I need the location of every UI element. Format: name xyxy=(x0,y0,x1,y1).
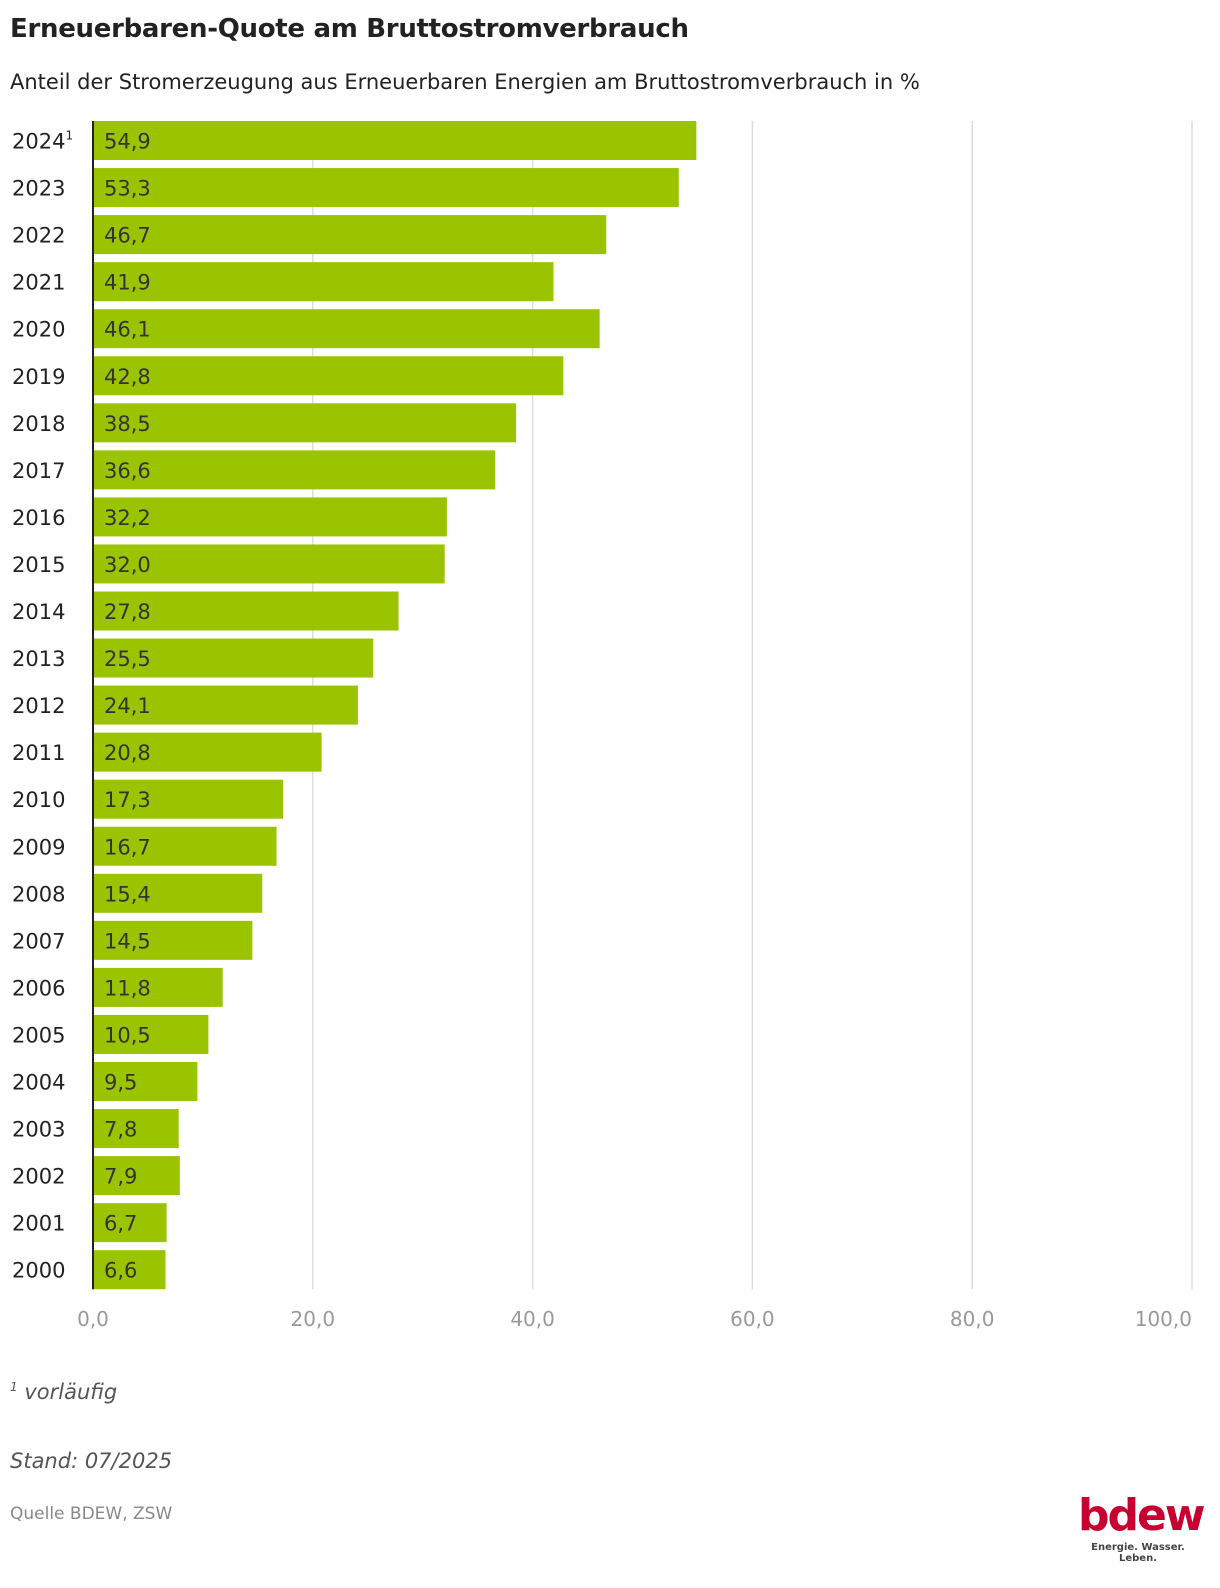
bar xyxy=(93,215,607,255)
bar-value-label: 20,8 xyxy=(104,741,151,765)
bar-value-label: 32,0 xyxy=(104,553,151,577)
bar-value-label: 54,9 xyxy=(104,130,151,154)
bar-value-label: 32,2 xyxy=(104,506,151,530)
bar xyxy=(93,1250,166,1290)
x-tick-label: 0,0 xyxy=(77,1307,109,1331)
bar-value-label: 46,1 xyxy=(104,318,151,342)
bar xyxy=(93,638,374,678)
bar xyxy=(93,262,554,302)
bar xyxy=(93,591,399,631)
y-category-label: 2022 xyxy=(12,224,65,248)
y-category-label: 2014 xyxy=(12,600,65,624)
y-category-label: 2023 xyxy=(12,177,65,201)
y-category-label: 2008 xyxy=(12,882,65,906)
bar-value-label: 25,5 xyxy=(104,647,151,671)
bar-value-label: 46,7 xyxy=(104,224,151,248)
source-note: Quelle BDEW, ZSW xyxy=(10,1504,173,1524)
y-category-label: 2000 xyxy=(12,1259,65,1283)
y-category-label: 2017 xyxy=(12,459,65,483)
y-category-label: 2002 xyxy=(12,1165,65,1189)
bar xyxy=(93,920,253,960)
bar-value-label: 9,5 xyxy=(104,1071,137,1095)
bar xyxy=(93,873,263,913)
bar-value-label: 27,8 xyxy=(104,600,151,624)
y-category-label: 2009 xyxy=(12,835,65,859)
y-category-label: 2011 xyxy=(12,741,65,765)
y-category-label: 2004 xyxy=(12,1071,65,1095)
y-category-label: 2006 xyxy=(12,976,65,1000)
y-category-label: 2019 xyxy=(12,365,65,389)
bar xyxy=(93,685,358,725)
bar xyxy=(93,497,447,537)
logo-word: bdew xyxy=(1078,1490,1205,1541)
footnote: 1 vorläufig xyxy=(10,1380,117,1404)
x-tick-label: 80,0 xyxy=(950,1307,995,1331)
footnote-text: vorläufig xyxy=(24,1380,118,1404)
bdew-logo: bdew Energie. Wasser. Leben. xyxy=(1078,1490,1205,1565)
y-category-label: 2005 xyxy=(12,1023,65,1047)
bar xyxy=(93,967,223,1007)
x-tick-label: 60,0 xyxy=(730,1307,775,1331)
logo-tagline: Energie. Wasser. Leben. xyxy=(1091,1542,1185,1564)
y-category-label: 2016 xyxy=(12,506,65,530)
bar xyxy=(93,403,517,443)
y-category-label: 2018 xyxy=(12,412,65,436)
bar xyxy=(93,309,600,349)
bar xyxy=(93,732,322,772)
y-category-label: 2015 xyxy=(12,553,65,577)
bar xyxy=(93,168,679,208)
bar-value-label: 24,1 xyxy=(104,694,151,718)
bar-value-label: 17,3 xyxy=(104,788,151,812)
bar-value-label: 7,9 xyxy=(104,1165,137,1189)
bar xyxy=(93,450,496,490)
y-category-label: 2021 xyxy=(12,271,65,295)
bar xyxy=(93,1203,167,1243)
chart-title: Erneuerbaren-Quote am Bruttostromverbrau… xyxy=(10,14,689,44)
y-category-label: 2012 xyxy=(12,694,65,718)
bar-value-label: 11,8 xyxy=(104,976,151,1000)
x-tick-label: 20,0 xyxy=(291,1307,336,1331)
chart-subtitle: Anteil der Stromerzeugung aus Erneuerbar… xyxy=(10,70,920,94)
bar xyxy=(93,121,697,160)
bar-chart: 0,0 20,0 40,0 60,0 80,0 100,0 54,9 20241 53,3 202… xyxy=(12,121,1193,1331)
bar-value-label: 53,3 xyxy=(104,177,151,201)
bar-value-label: 42,8 xyxy=(104,365,151,389)
y-category-label: 2020 xyxy=(12,318,65,342)
x-tick-label: 100,0 xyxy=(1135,1307,1192,1331)
y-category-label: 2001 xyxy=(12,1212,65,1236)
x-tick-label: 40,0 xyxy=(510,1307,555,1331)
footnote-marker: 1 xyxy=(10,1380,18,1394)
bar xyxy=(93,1156,180,1196)
bar-value-label: 14,5 xyxy=(104,929,151,953)
bar-value-label: 6,7 xyxy=(104,1212,137,1236)
bar-value-label: 15,4 xyxy=(104,882,151,906)
bar xyxy=(93,1062,198,1101)
bar-value-label: 10,5 xyxy=(104,1023,151,1047)
y-category-label: 2007 xyxy=(12,929,65,953)
bar xyxy=(93,779,284,819)
bar-value-label: 36,6 xyxy=(104,459,151,483)
bar xyxy=(93,356,564,396)
y-category-label: 2010 xyxy=(12,788,65,812)
bar-value-label: 38,5 xyxy=(104,412,151,436)
bar xyxy=(93,1014,209,1054)
footnote-superscript: 1 xyxy=(65,129,73,143)
bar-value-label: 41,9 xyxy=(104,271,151,295)
y-category-label: 2003 xyxy=(12,1118,65,1142)
bar xyxy=(93,1109,179,1149)
stand-date: Stand: 07/2025 xyxy=(10,1449,173,1473)
bar-value-label: 7,8 xyxy=(104,1118,137,1142)
bar-value-label: 16,7 xyxy=(104,835,151,859)
bar xyxy=(93,544,445,584)
y-category-label: 20241 xyxy=(12,129,73,154)
bar xyxy=(93,826,277,866)
bar-value-label: 6,6 xyxy=(104,1259,137,1283)
y-category-label: 2013 xyxy=(12,647,65,671)
